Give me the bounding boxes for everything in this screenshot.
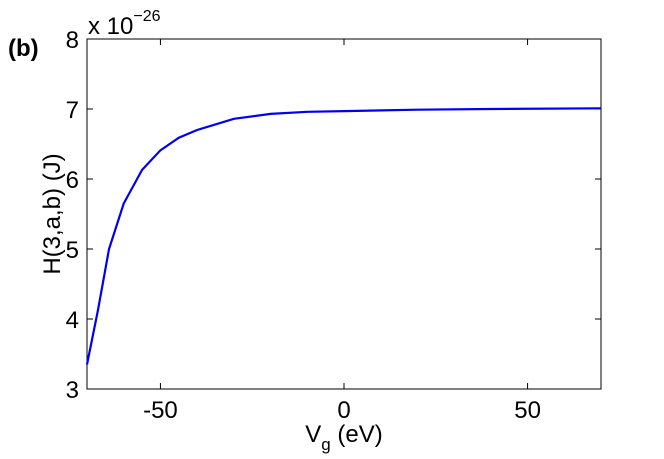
x-tick-label: -50 — [143, 397, 178, 424]
multiplier-exponent: −26 — [133, 8, 160, 25]
panel-label: (b) — [8, 35, 39, 62]
x-label-main: V — [305, 421, 321, 448]
y-tick-label: 8 — [66, 27, 79, 54]
y-tick-label: 4 — [66, 307, 79, 334]
plot-frame — [86, 38, 602, 390]
y-axis-label: H(3,a,b) (J) — [39, 153, 66, 274]
multiplier-base: x 10 — [88, 13, 133, 40]
x-axis-label: Vg (eV) — [305, 421, 383, 454]
x-label-subscript: g — [321, 435, 330, 454]
x-label-rest: (eV) — [331, 421, 383, 448]
y-tick-label: 7 — [66, 97, 79, 124]
data-line — [85, 107, 602, 365]
y-tick-label: 5 — [66, 237, 79, 264]
y-tick-label: 6 — [66, 167, 79, 194]
x-tick-label: 50 — [514, 397, 541, 424]
x-tick-label: 0 — [337, 397, 350, 424]
y-tick-label: 3 — [66, 377, 79, 404]
y-multiplier: x 10−26 — [88, 8, 161, 40]
